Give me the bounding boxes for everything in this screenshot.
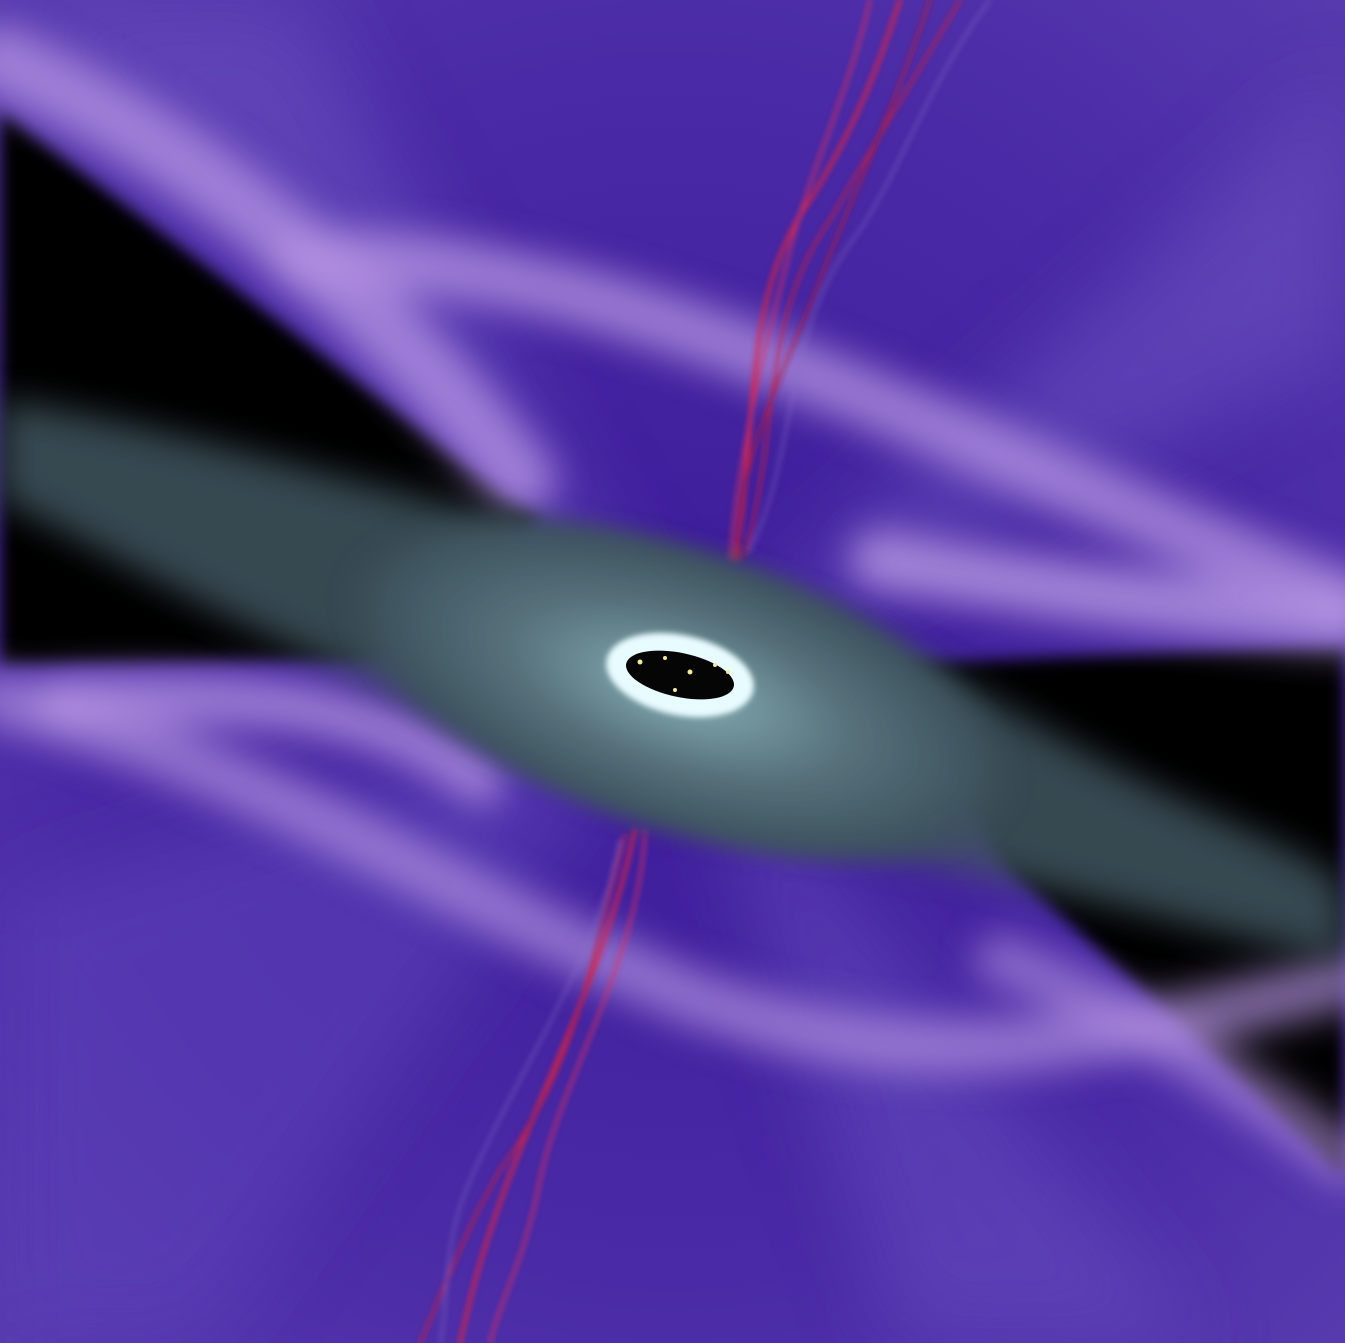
jet-strand <box>418 833 627 1343</box>
spot <box>637 659 643 665</box>
accretion-disk <box>0 400 1345 960</box>
jet-strand <box>733 0 902 562</box>
jet-strand <box>458 828 637 1343</box>
band <box>850 530 1345 650</box>
spot <box>663 656 667 660</box>
jet-strand <box>737 0 932 562</box>
spot <box>726 670 730 674</box>
streak <box>0 680 680 1343</box>
jet-top <box>728 0 991 562</box>
jet-bottom <box>418 828 647 1343</box>
jet-strand <box>728 0 872 562</box>
spot <box>687 669 693 675</box>
jet-strand <box>749 0 991 551</box>
spot <box>713 663 717 667</box>
lavender-bands <box>0 25 1345 1185</box>
band <box>975 935 1345 1185</box>
band <box>270 229 1345 630</box>
streak <box>680 80 1345 680</box>
jet-strand <box>439 839 621 1343</box>
band <box>0 672 1345 1075</box>
black-hole <box>626 650 734 700</box>
spot <box>673 688 677 692</box>
jet-strand <box>743 0 962 557</box>
jet-strand <box>488 828 647 1343</box>
hot-spots <box>637 656 730 692</box>
band <box>35 673 505 805</box>
